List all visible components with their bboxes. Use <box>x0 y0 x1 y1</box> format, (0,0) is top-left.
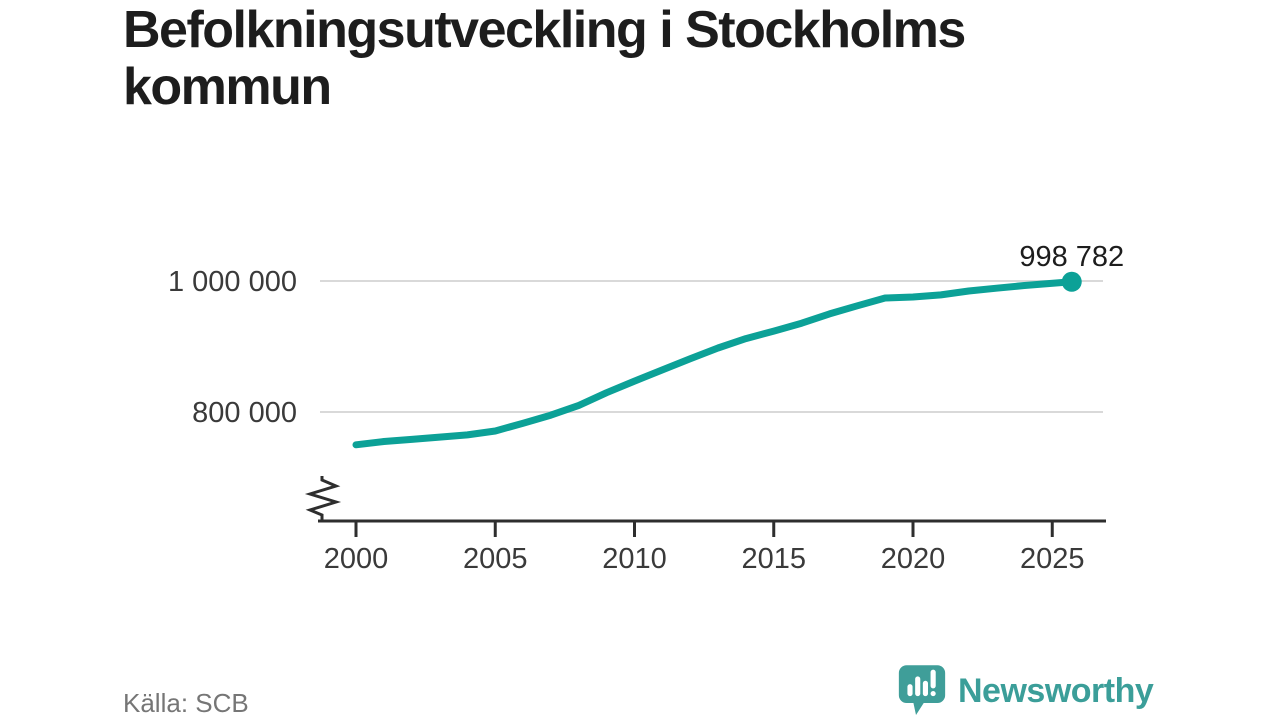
chart-title: Befolkningsutveckling i Stockholms kommu… <box>123 2 1103 116</box>
chart-title-line-1: Befolkningsutveckling i Stockholms <box>123 1 966 59</box>
y-axis-break-icon <box>304 476 342 521</box>
bar-3 <box>922 680 928 697</box>
end-point-dot <box>1061 271 1082 292</box>
source-label: Källa: SCB <box>123 688 249 718</box>
x-tick-label: 2005 <box>463 543 528 575</box>
x-tick-label: 2025 <box>1020 543 1085 575</box>
newsworthy-speech-bubble-chart-icon <box>898 665 946 715</box>
x-tick-label: 2010 <box>602 543 667 575</box>
population-line <box>352 278 1076 449</box>
bar-1 <box>907 684 913 697</box>
exclamation-bar <box>930 669 936 689</box>
newsworthy-logo: Newsworthy <box>898 664 1154 718</box>
speech-bubble-shape <box>898 665 946 715</box>
y-tick-label: 1 000 000 <box>168 266 297 298</box>
x-tick-label: 2015 <box>741 543 806 575</box>
end-value-label: 998 782 <box>1019 241 1124 273</box>
brand-wordmark: Newsworthy <box>958 671 1154 710</box>
exclamation-dot <box>930 691 936 697</box>
bar-2 <box>915 676 921 697</box>
y-tick-label: 800 000 <box>192 397 297 429</box>
x-tick-label: 2000 <box>324 543 389 575</box>
chart-title-line-2: kommun <box>123 58 332 116</box>
x-tick-label: 2020 <box>881 543 946 575</box>
